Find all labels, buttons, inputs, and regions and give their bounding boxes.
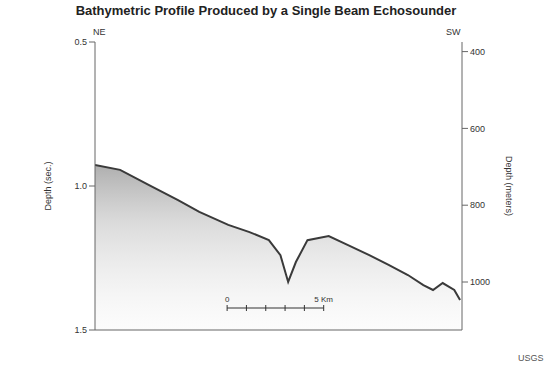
- svg-text:600: 600: [470, 124, 485, 134]
- svg-text:5 Km: 5 Km: [314, 295, 333, 304]
- html-text:Bathymetric Profile Produced b: Bathymetric Profile Produced by a Single…: [75, 3, 457, 18]
- svg-text:800: 800: [470, 200, 485, 210]
- svg-text:1000: 1000: [470, 277, 490, 287]
- svg-text:1.5: 1.5: [74, 325, 87, 335]
- svg-text:Depth (meters): Depth (meters): [504, 156, 514, 216]
- svg-text:400: 400: [470, 47, 485, 57]
- svg-text:Depth (sec.): Depth (sec.): [43, 161, 53, 210]
- html-text:NE: NE: [93, 27, 106, 37]
- svg-text:0: 0: [225, 295, 230, 304]
- html-text:USGS: USGS: [518, 353, 544, 363]
- svg-text:1.0: 1.0: [74, 181, 87, 191]
- svg-text:0.5: 0.5: [74, 37, 87, 47]
- html-text:SW: SW: [446, 27, 461, 37]
